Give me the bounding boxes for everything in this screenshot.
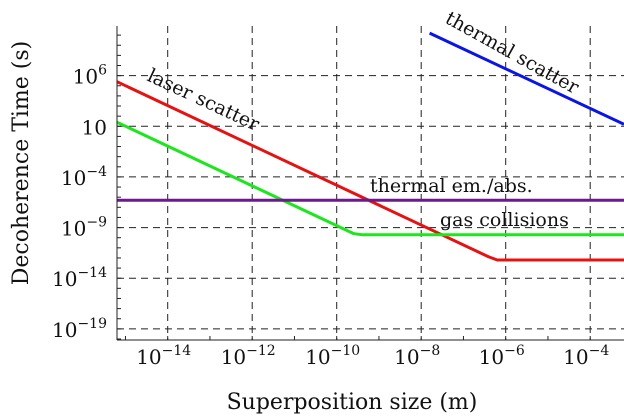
series-label: thermal scatter [442, 7, 584, 99]
series-line-thermal-scatter [428, 31, 624, 126]
tick-labels: 10−14 10−12 10−10 10−8 10−6 10−4 106 10 10−4 10−9… [52, 63, 609, 369]
series-label: thermal em./abs. [370, 175, 533, 197]
x-tick-label: 10−6 [479, 343, 525, 369]
y-tick-label: 10−4 [61, 164, 107, 190]
y-tick-label: 10−9 [61, 215, 107, 241]
y-tick-label: 10 [82, 115, 107, 139]
x-tick-label: 10−14 [136, 343, 191, 369]
grid [117, 26, 624, 340]
series-label: gas collisions [440, 209, 569, 231]
x-axis-label: Superposition size (m) [227, 390, 478, 414]
y-tick-label: 10−19 [52, 316, 107, 342]
axes [116, 26, 624, 341]
y-axis-label: Decoherence Time (s) [9, 41, 34, 286]
x-tick-label: 10−4 [563, 343, 609, 369]
series-lines [116, 31, 624, 262]
y-tick-label: 10−14 [52, 265, 107, 291]
series-line-gas-collisions [116, 120, 624, 237]
x-tick-label: 10−10 [305, 343, 360, 369]
y-tick-label: 106 [73, 63, 107, 89]
x-tick-label: 10−8 [394, 343, 440, 369]
x-tick-label: 10−12 [221, 343, 276, 369]
series-line-laser-scatter [116, 80, 624, 262]
